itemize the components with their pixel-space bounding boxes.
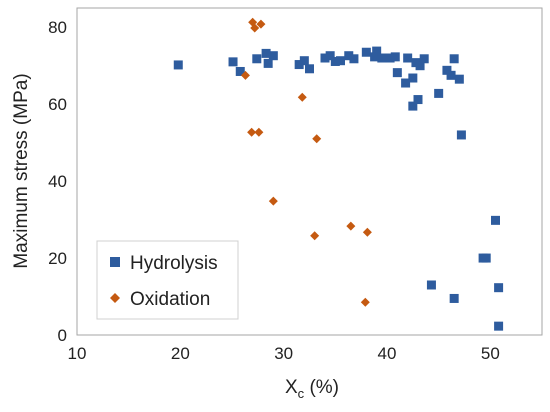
point-hydrolysis (494, 283, 504, 293)
point-oxidation (247, 127, 257, 137)
point-hydrolysis (361, 47, 371, 57)
point-hydrolysis (370, 52, 380, 62)
point-hydrolysis (426, 280, 436, 290)
point-oxidation (297, 92, 307, 102)
y-tick-label: 40 (48, 172, 67, 191)
point-oxidation (240, 70, 250, 80)
data-points (173, 17, 504, 331)
point-hydrolysis (390, 52, 400, 62)
point-oxidation (256, 19, 266, 29)
point-hydrolysis (408, 101, 418, 111)
point-hydrolysis (413, 95, 423, 105)
legend-label-hydrolysis: Hydrolysis (130, 253, 218, 274)
x-axis-title: Xc (%) (285, 377, 339, 401)
point-hydrolysis (454, 74, 464, 84)
point-hydrolysis (446, 70, 456, 80)
x-tick-label: 10 (68, 344, 87, 363)
point-hydrolysis (494, 321, 504, 331)
point-hydrolysis (252, 54, 262, 64)
point-oxidation (346, 221, 356, 231)
point-hydrolysis (305, 64, 314, 74)
x-axis-title-main: X (285, 377, 298, 398)
point-hydrolysis (294, 60, 304, 70)
point-hydrolysis (377, 53, 387, 63)
point-hydrolysis (299, 56, 309, 66)
point-hydrolysis (491, 215, 500, 225)
point-hydrolysis (173, 60, 183, 70)
y-tick-label: 80 (48, 18, 67, 37)
legend-label-oxidation: Oxidation (130, 289, 210, 310)
y-tick-label: 60 (48, 95, 67, 114)
x-tick-label: 30 (274, 344, 293, 363)
point-hydrolysis (385, 53, 395, 63)
point-hydrolysis (449, 54, 459, 64)
y-tick-labels: 0 20 40 60 80 (48, 18, 67, 345)
point-hydrolysis (449, 293, 459, 303)
point-oxidation (250, 23, 260, 33)
y-tick-label: 20 (48, 249, 67, 268)
point-hydrolysis (403, 53, 413, 63)
point-oxidation (312, 134, 322, 144)
legend-marker-hydrolysis (110, 257, 120, 267)
legend: Hydrolysis Oxidation (96, 240, 239, 320)
point-hydrolysis (325, 51, 335, 61)
point-hydrolysis (415, 61, 425, 71)
point-hydrolysis (336, 56, 345, 66)
point-hydrolysis (408, 73, 418, 83)
point-hydrolysis (235, 66, 245, 76)
point-hydrolysis (442, 65, 452, 75)
point-hydrolysis (419, 54, 429, 64)
x-tick-label: 20 (171, 344, 190, 363)
point-hydrolysis (401, 78, 411, 88)
point-hydrolysis (434, 88, 444, 98)
point-hydrolysis (481, 253, 491, 263)
point-hydrolysis (263, 58, 273, 68)
x-tick-label: 40 (378, 344, 397, 363)
point-oxidation (254, 127, 264, 137)
point-oxidation (362, 227, 372, 237)
point-hydrolysis (320, 53, 330, 63)
legend-box (96, 240, 239, 320)
y-tick-label: 0 (58, 326, 67, 345)
point-hydrolysis (344, 51, 354, 61)
x-tick-label: 50 (481, 344, 500, 363)
point-hydrolysis (349, 54, 359, 64)
point-oxidation (360, 297, 370, 307)
point-hydrolysis (268, 51, 278, 61)
point-hydrolysis (330, 56, 340, 66)
point-hydrolysis (392, 68, 402, 78)
y-axis-title: Maximum stress (MPa) (11, 73, 32, 268)
x-axis-title-unit: (%) (304, 377, 339, 398)
point-hydrolysis (228, 57, 238, 67)
point-hydrolysis (456, 130, 466, 140)
x-axis-title-subscript: c (298, 386, 305, 401)
legend-marker-oxidation (110, 293, 120, 303)
point-hydrolysis (261, 48, 271, 58)
x-tick-labels: 10 20 30 40 50 (68, 344, 500, 363)
point-oxidation (268, 196, 278, 206)
point-hydrolysis (372, 46, 382, 56)
point-oxidation (310, 231, 320, 241)
